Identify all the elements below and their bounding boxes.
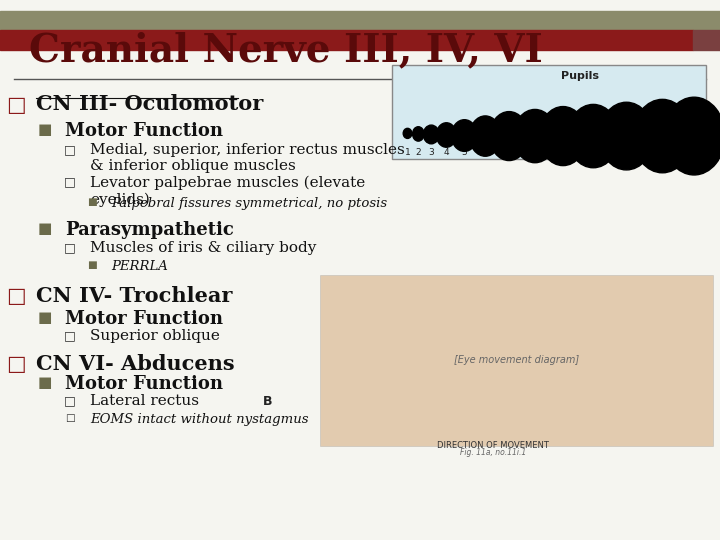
- Ellipse shape: [513, 110, 557, 163]
- Text: 1: 1: [405, 148, 410, 157]
- Text: ■: ■: [86, 260, 96, 271]
- Text: 6: 6: [482, 148, 488, 157]
- Text: 3: 3: [428, 148, 434, 157]
- Ellipse shape: [539, 106, 587, 166]
- FancyBboxPatch shape: [320, 275, 713, 445]
- Text: 9: 9: [560, 148, 566, 157]
- Text: Muscles of iris & ciliary body: Muscles of iris & ciliary body: [90, 241, 316, 255]
- Text: □: □: [64, 176, 76, 188]
- Text: Parasympathetic: Parasympathetic: [65, 221, 234, 239]
- Text: DIRECTION OF MOVEMENT: DIRECTION OF MOVEMENT: [437, 441, 549, 450]
- Text: CN III- Oculomotor: CN III- Oculomotor: [36, 94, 264, 114]
- Text: 10: 10: [588, 148, 599, 157]
- Text: □: □: [6, 94, 26, 114]
- Text: CN IV- Trochlear: CN IV- Trochlear: [36, 286, 233, 306]
- Ellipse shape: [567, 104, 619, 168]
- Text: Fig. 11a, no.11i.1: Fig. 11a, no.11i.1: [460, 448, 526, 457]
- Ellipse shape: [663, 97, 720, 175]
- Text: Palpebral fissures symmetrical, no ptosis: Palpebral fissures symmetrical, no ptosi…: [112, 197, 388, 210]
- Ellipse shape: [403, 129, 412, 138]
- Text: Motor Function: Motor Function: [65, 122, 222, 139]
- Text: Lateral rectus: Lateral rectus: [90, 394, 199, 408]
- Text: 4: 4: [444, 148, 449, 157]
- FancyBboxPatch shape: [392, 65, 706, 159]
- Text: B: B: [263, 395, 272, 408]
- Text: □: □: [64, 143, 76, 156]
- Text: Cranial Nerve III, IV, VI: Cranial Nerve III, IV, VI: [29, 31, 543, 69]
- Text: ■: ■: [37, 310, 52, 326]
- Ellipse shape: [451, 120, 477, 151]
- Text: □: □: [65, 413, 75, 423]
- Ellipse shape: [599, 102, 654, 170]
- Text: 8: 8: [532, 148, 538, 157]
- Bar: [0, 30, 693, 50]
- Text: Superior oblique: Superior oblique: [90, 329, 220, 343]
- Text: CN VI- Abducens: CN VI- Abducens: [36, 354, 235, 374]
- Text: ■: ■: [37, 375, 52, 390]
- Text: □: □: [64, 329, 76, 342]
- Ellipse shape: [413, 127, 424, 141]
- Text: □: □: [64, 394, 76, 407]
- Text: □: □: [64, 241, 76, 254]
- Text: □: □: [6, 286, 26, 306]
- Text: Motor Function: Motor Function: [65, 375, 222, 393]
- Text: ■: ■: [37, 122, 52, 137]
- Text: ■: ■: [37, 221, 52, 237]
- Ellipse shape: [490, 112, 528, 160]
- Text: [Eye movement diagram]: [Eye movement diagram]: [454, 355, 579, 366]
- Text: Motor Function: Motor Function: [65, 310, 222, 328]
- Text: □: □: [6, 354, 26, 374]
- Ellipse shape: [423, 125, 439, 144]
- Bar: [693, 30, 720, 50]
- Ellipse shape: [469, 116, 501, 156]
- Text: 5: 5: [462, 148, 467, 157]
- Text: ■: ■: [86, 197, 96, 207]
- Text: Medial, superior, inferior rectus muscles
& inferior oblique muscles: Medial, superior, inferior rectus muscle…: [90, 143, 405, 173]
- Text: EOMS intact without nystagmus: EOMS intact without nystagmus: [90, 413, 308, 426]
- Text: 2: 2: [415, 148, 421, 157]
- Text: PERRLA: PERRLA: [112, 260, 168, 273]
- Text: 7: 7: [506, 148, 512, 157]
- Ellipse shape: [633, 99, 692, 173]
- Text: Pupils: Pupils: [562, 71, 599, 82]
- Bar: [0, 11, 720, 30]
- Ellipse shape: [436, 123, 456, 147]
- Text: Levator palpebrae muscles (elevate
eyelids): Levator palpebrae muscles (elevate eyeli…: [90, 176, 365, 207]
